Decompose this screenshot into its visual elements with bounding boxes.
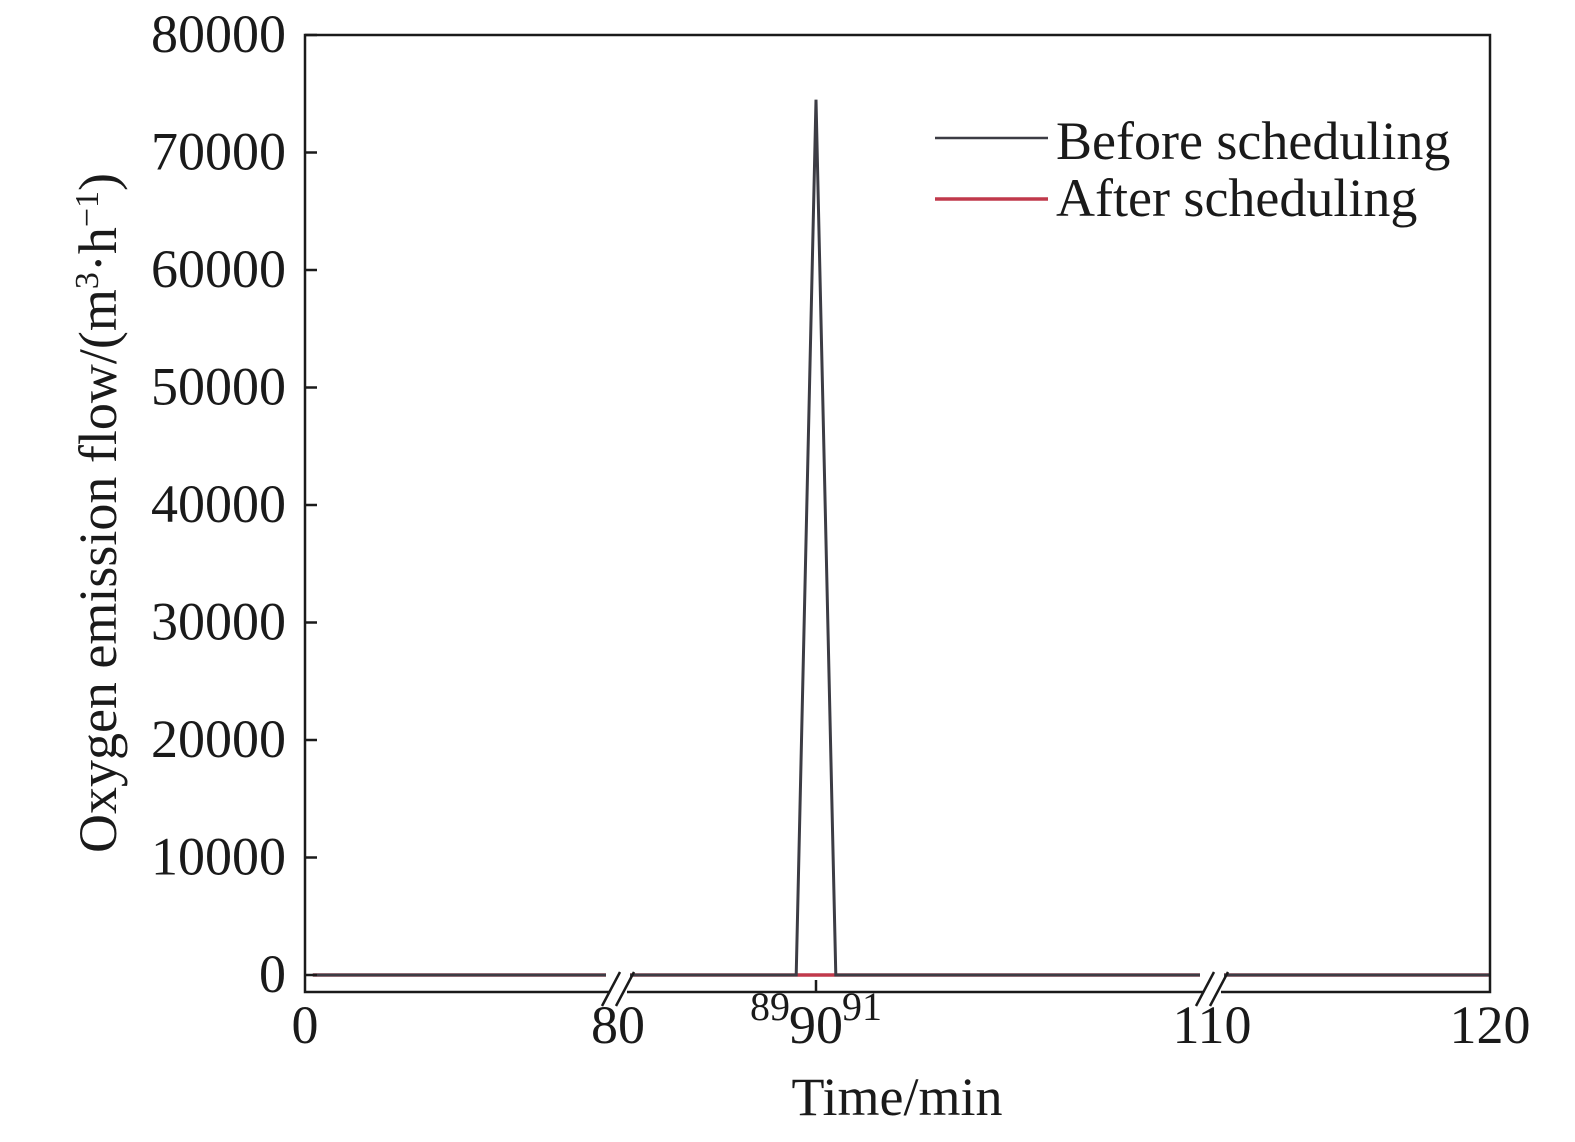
y-tick-label: 0	[259, 944, 286, 1004]
y-tick-label: 60000	[151, 239, 286, 299]
x-tick-label: 0	[292, 995, 319, 1055]
axis-break-mark	[614, 971, 636, 1007]
y-tick-label: 70000	[151, 122, 286, 182]
axis-break-mark	[600, 971, 622, 1007]
y-tick-label: 80000	[151, 4, 286, 64]
x-tick-label: 90	[789, 995, 843, 1055]
x-tick-label: 110	[1173, 995, 1252, 1055]
axis-break-mark	[1194, 971, 1216, 1007]
axis-break-mark	[1208, 971, 1230, 1007]
y-axis: 0 10000 20000 30000 40000 50000 60000 70000 8000…	[151, 4, 317, 1004]
x-tick-label: 120	[1450, 995, 1531, 1055]
y-tick-label: 30000	[151, 592, 286, 652]
y-tick-label: 50000	[151, 357, 286, 417]
legend-label-before: Before scheduling	[1056, 111, 1450, 171]
y-tick-label: 20000	[151, 709, 286, 769]
x-minor-label: 91	[842, 984, 882, 1029]
plot-frame	[303, 33, 1492, 994]
y-tick-label: 10000	[151, 827, 286, 887]
x-tick-label: 80	[591, 995, 645, 1055]
axis-breaks	[600, 970, 1230, 1007]
x-minor-label: 89	[750, 984, 790, 1029]
legend: Before scheduling After scheduling	[935, 111, 1450, 228]
legend-label-after: After scheduling	[1056, 168, 1417, 228]
y-axis-title: Oxygen emission flow/(m3·h−1)	[68, 173, 128, 853]
y-tick-label: 40000	[151, 474, 286, 534]
x-axis: 0 80 90 110 120 89 91	[292, 980, 1531, 1055]
plot-series-layer	[312, 99, 1490, 977]
series-line-before	[630, 99, 1200, 977]
x-axis-title: Time/min	[791, 1067, 1002, 1127]
